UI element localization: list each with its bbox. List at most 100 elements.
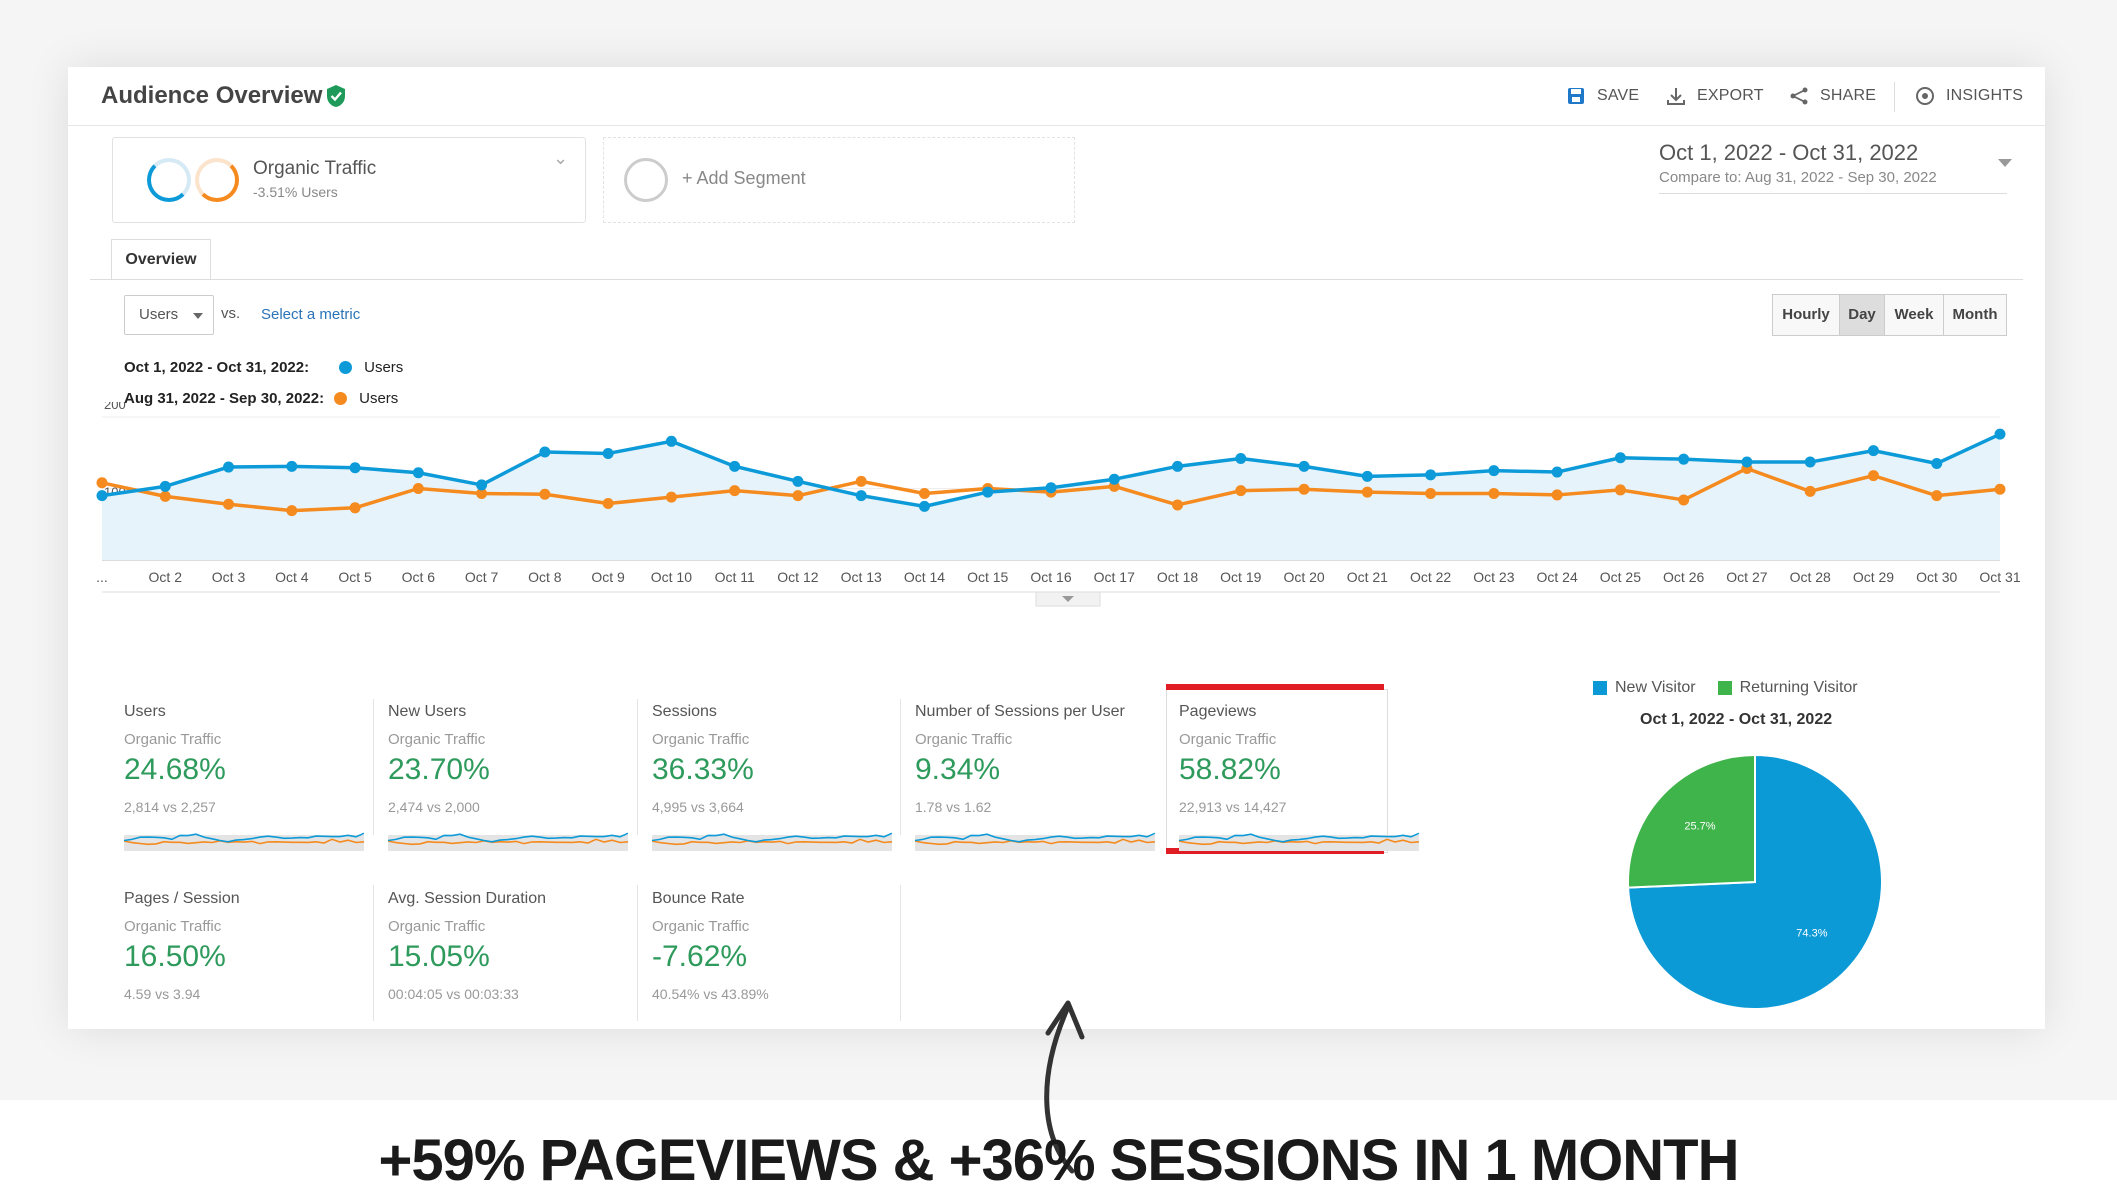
x-tick-label: Oct 17	[1094, 569, 1135, 585]
data-point[interactable]	[1867, 445, 1879, 457]
data-point[interactable]	[1994, 428, 2006, 440]
segment-selector[interactable]: Organic Traffic -3.51% Users ⌄	[112, 137, 586, 223]
data-point[interactable]	[1425, 488, 1437, 500]
date-range-picker[interactable]: Oct 1, 2022 - Oct 31, 2022	[1659, 140, 1919, 165]
data-point[interactable]	[286, 460, 298, 472]
pie-legend: New Visitor Returning Visitor	[1593, 679, 1858, 697]
granularity-hourly[interactable]: Hourly	[1772, 294, 1840, 336]
granularity-week[interactable]: Week	[1884, 294, 1944, 336]
data-point[interactable]	[982, 486, 994, 498]
verified-icon	[327, 85, 345, 107]
data-point[interactable]	[223, 498, 235, 510]
data-point[interactable]	[1298, 483, 1310, 495]
data-point[interactable]	[855, 475, 867, 487]
x-tick-label: Oct 20	[1283, 569, 1324, 585]
data-point[interactable]	[96, 490, 108, 502]
data-point[interactable]	[1804, 485, 1816, 497]
data-point[interactable]	[602, 498, 614, 510]
x-tick-label: Oct 14	[904, 569, 945, 585]
x-tick-label: Oct 27	[1726, 569, 1767, 585]
data-point[interactable]	[1488, 488, 1500, 500]
export-label: EXPORT	[1697, 87, 1764, 104]
date-underline	[1659, 193, 2007, 194]
tab-overview[interactable]: Overview	[111, 239, 211, 280]
data-point[interactable]	[539, 446, 551, 458]
data-point[interactable]	[1804, 456, 1816, 468]
select-metric-link[interactable]: Select a metric	[261, 306, 361, 323]
x-tick-label: Oct 25	[1600, 569, 1641, 585]
export-button[interactable]: EXPORT	[1665, 85, 1764, 107]
data-point[interactable]	[1235, 485, 1247, 497]
segment-name: Organic Traffic	[253, 158, 377, 179]
sparkline-area	[124, 835, 364, 851]
data-point[interactable]	[476, 488, 488, 500]
data-point[interactable]	[1361, 470, 1373, 482]
share-label: SHARE	[1820, 87, 1877, 104]
pie-slice-returning-visitor[interactable]	[1627, 753, 1756, 889]
data-point[interactable]	[96, 477, 108, 489]
data-point[interactable]	[1678, 453, 1690, 465]
data-point[interactable]	[918, 500, 930, 512]
data-point[interactable]	[1172, 499, 1184, 511]
share-button[interactable]: SHARE	[1788, 85, 1876, 107]
data-point[interactable]	[1867, 470, 1879, 482]
data-point[interactable]	[349, 502, 361, 514]
data-point[interactable]	[476, 479, 488, 491]
data-point[interactable]	[1045, 482, 1057, 494]
granularity-day[interactable]: Day	[1839, 294, 1885, 336]
data-point[interactable]	[1931, 457, 1943, 469]
data-point[interactable]	[1614, 484, 1626, 496]
data-point[interactable]	[665, 491, 677, 503]
sparkline-series	[124, 838, 364, 846]
data-point[interactable]	[729, 460, 741, 472]
data-point[interactable]	[855, 490, 867, 502]
save-button[interactable]: SAVE	[1565, 85, 1639, 107]
data-point[interactable]	[1298, 460, 1310, 472]
analytics-panel: Audience Overview SAVE EXPORT SHARE INSI…	[68, 67, 2045, 1174]
data-point[interactable]	[918, 488, 930, 500]
data-point[interactable]	[1994, 483, 2006, 495]
data-point[interactable]	[286, 505, 298, 517]
data-point[interactable]	[412, 483, 424, 494]
data-point[interactable]	[1551, 466, 1563, 478]
save-label: SAVE	[1597, 87, 1640, 104]
data-point[interactable]	[1235, 452, 1247, 464]
data-point[interactable]	[1678, 494, 1690, 506]
data-point[interactable]	[539, 488, 551, 500]
data-point[interactable]	[159, 480, 171, 492]
data-point[interactable]	[792, 475, 804, 487]
data-point[interactable]	[1614, 452, 1626, 464]
date-dropdown-icon[interactable]	[1998, 159, 2012, 167]
data-point[interactable]	[792, 490, 804, 502]
x-tick-label: Oct 26	[1663, 569, 1704, 585]
chevron-down-icon[interactable]: ⌄	[553, 148, 569, 168]
x-tick-label: Oct 13	[841, 569, 882, 585]
data-point[interactable]	[1425, 469, 1437, 481]
add-segment-button[interactable]: + Add Segment	[603, 137, 1075, 223]
metric-change: 58.82%	[1179, 753, 1281, 786]
data-point[interactable]	[1488, 465, 1500, 477]
metric-segment: Organic Traffic	[124, 918, 222, 935]
data-point[interactable]	[665, 435, 677, 447]
metric-dropdown[interactable]: Users	[124, 295, 214, 335]
data-point[interactable]	[1741, 456, 1753, 468]
data-point[interactable]	[1551, 489, 1563, 501]
insights-button[interactable]: INSIGHTS	[1914, 85, 2023, 107]
metric-sparkline	[124, 832, 364, 851]
data-point[interactable]	[1172, 460, 1184, 472]
granularity-month[interactable]: Month	[1943, 294, 2007, 336]
data-point[interactable]	[1108, 473, 1120, 485]
data-point[interactable]	[602, 447, 614, 459]
legend-previous-series: Users	[359, 390, 399, 407]
data-point[interactable]	[1361, 486, 1373, 498]
data-point[interactable]	[223, 461, 235, 473]
data-point[interactable]	[412, 467, 424, 479]
sparkline-area	[915, 835, 1155, 851]
data-point[interactable]	[1931, 490, 1943, 502]
metric-sparkline	[652, 832, 892, 851]
data-point[interactable]	[729, 485, 741, 497]
data-point[interactable]	[159, 490, 171, 502]
sparkline-series	[915, 838, 1155, 846]
data-point[interactable]	[349, 462, 361, 474]
